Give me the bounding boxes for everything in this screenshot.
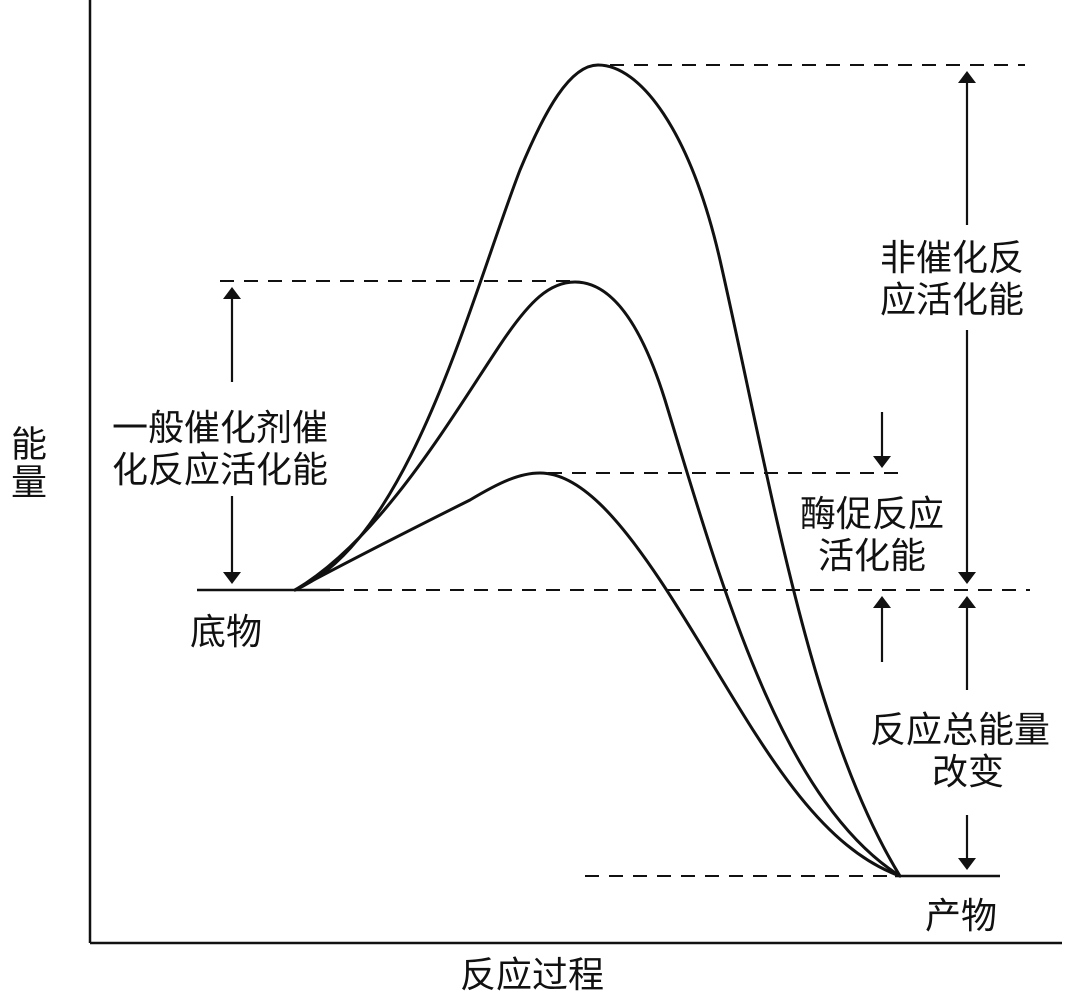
uncatalyzed-label-line2: 应活化能 bbox=[880, 280, 1025, 321]
uncatalyzed-curve bbox=[293, 63, 902, 878]
y-axis-label: 能量 bbox=[5, 425, 46, 501]
uncatalyzed-label-line1: 非催化反 bbox=[880, 238, 1025, 279]
level-lines bbox=[220, 64, 1030, 877]
energy-curves bbox=[293, 63, 902, 878]
enzyme-curve bbox=[293, 471, 902, 878]
product-label: 产物 bbox=[925, 896, 998, 937]
baselines bbox=[197, 588, 1000, 878]
x-axis-label: 反应过程 bbox=[460, 955, 605, 996]
enzyme-label-line2: 活化能 bbox=[818, 536, 927, 577]
total-energy-label-line2: 改变 bbox=[932, 752, 1005, 793]
total-energy-label-line1: 反应总能量 bbox=[870, 710, 1051, 751]
general-catalyst-label-line1: 一般催化剂催 bbox=[112, 408, 329, 449]
enzyme-label-line1: 酶促反应 bbox=[800, 494, 945, 535]
annotation-arrows bbox=[223, 71, 976, 870]
general-catalyst-label-line2: 化反应活化能 bbox=[112, 450, 329, 491]
general-catalyst-curve bbox=[293, 280, 902, 878]
substrate-label: 底物 bbox=[190, 612, 263, 653]
axes bbox=[88, 0, 1062, 945]
